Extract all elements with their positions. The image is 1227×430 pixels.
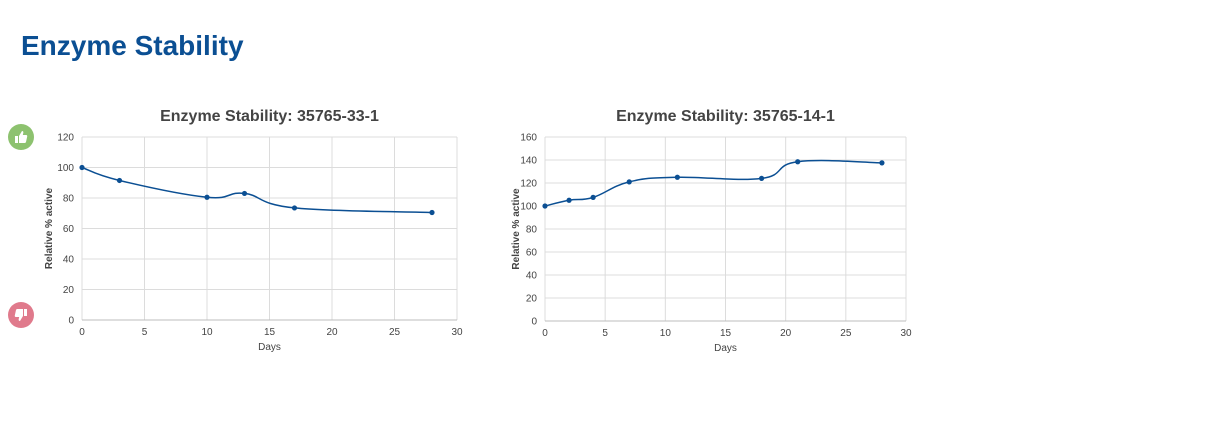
page-title: Enzyme Stability (21, 30, 244, 61)
y-axis-label: Relative % active (511, 188, 522, 270)
x-tick-label: 10 (201, 327, 213, 338)
data-point (879, 160, 885, 166)
y-tick-label: 20 (526, 294, 538, 305)
y-tick-label: 40 (63, 255, 75, 266)
y-tick-label: 140 (520, 156, 537, 167)
chart-title: Enzyme Stability: 35765-33-1 (160, 108, 379, 125)
x-tick-label: 15 (264, 327, 276, 338)
x-tick-label: 0 (79, 327, 85, 338)
data-point (566, 197, 572, 203)
y-tick-label: 160 (520, 133, 537, 144)
thumbs-up-button[interactable] (8, 124, 34, 150)
data-point (116, 177, 123, 184)
x-tick-label: 20 (780, 328, 792, 339)
chart-svg: Enzyme Stability: 35765-14-1020406080100… (511, 108, 912, 354)
x-tick-label: 25 (840, 328, 852, 339)
y-tick-label: 100 (57, 163, 74, 174)
series-line (81, 166, 433, 214)
y-tick-label: 0 (68, 316, 74, 327)
chart-35765-33-1: Enzyme Stability: 35765-33-1 0 20 40 60 80 100… (38, 95, 468, 365)
x-tick-label: 5 (142, 327, 148, 338)
thumbs-down-button[interactable] (8, 302, 34, 328)
data-point (626, 179, 632, 185)
y-tick-label: 100 (520, 202, 537, 213)
x-tick-label: 15 (720, 328, 732, 339)
data-point (674, 174, 680, 180)
data-point (241, 190, 248, 197)
y-axis-label: Relative % active (44, 187, 55, 269)
x-tick-label: 5 (602, 328, 608, 339)
x-tick-label: 30 (900, 328, 912, 339)
x-tick-label: 10 (660, 328, 672, 339)
y-tick-label: 40 (526, 271, 538, 282)
y-tick-label: 0 (531, 317, 537, 328)
y-tick-label: 120 (520, 179, 537, 190)
x-tick-label: 30 (451, 327, 463, 338)
x-axis-label: Days (714, 343, 737, 354)
chart-title: Enzyme Stability: 35765-14-1 (616, 108, 835, 125)
y-tick-label: 120 (57, 133, 74, 144)
data-point (759, 175, 765, 181)
data-point (204, 194, 210, 200)
chart-svg: Enzyme Stability: 35765-33-1020406080100… (44, 108, 463, 353)
data-point (429, 209, 435, 216)
y-tick-label: 80 (63, 194, 75, 205)
x-tick-label: 25 (389, 327, 401, 338)
data-point (795, 159, 801, 165)
y-tick-label: 60 (526, 248, 538, 259)
thumbs-down-icon (14, 309, 27, 321)
thumbs-up-icon (15, 131, 28, 143)
y-tick-label: 80 (526, 225, 538, 236)
chart-35765-14-1: Enzyme Stability: 35765-14-1 0 20 40 60 80 100… (505, 95, 925, 365)
data-point (590, 194, 596, 200)
data-point (542, 203, 548, 209)
x-tick-label: 20 (326, 327, 338, 338)
y-tick-label: 60 (63, 224, 75, 235)
y-tick-label: 20 (63, 285, 75, 296)
x-tick-label: 0 (542, 328, 548, 339)
x-axis-label: Days (258, 342, 281, 353)
data-point (79, 164, 85, 171)
data-point (291, 205, 298, 211)
